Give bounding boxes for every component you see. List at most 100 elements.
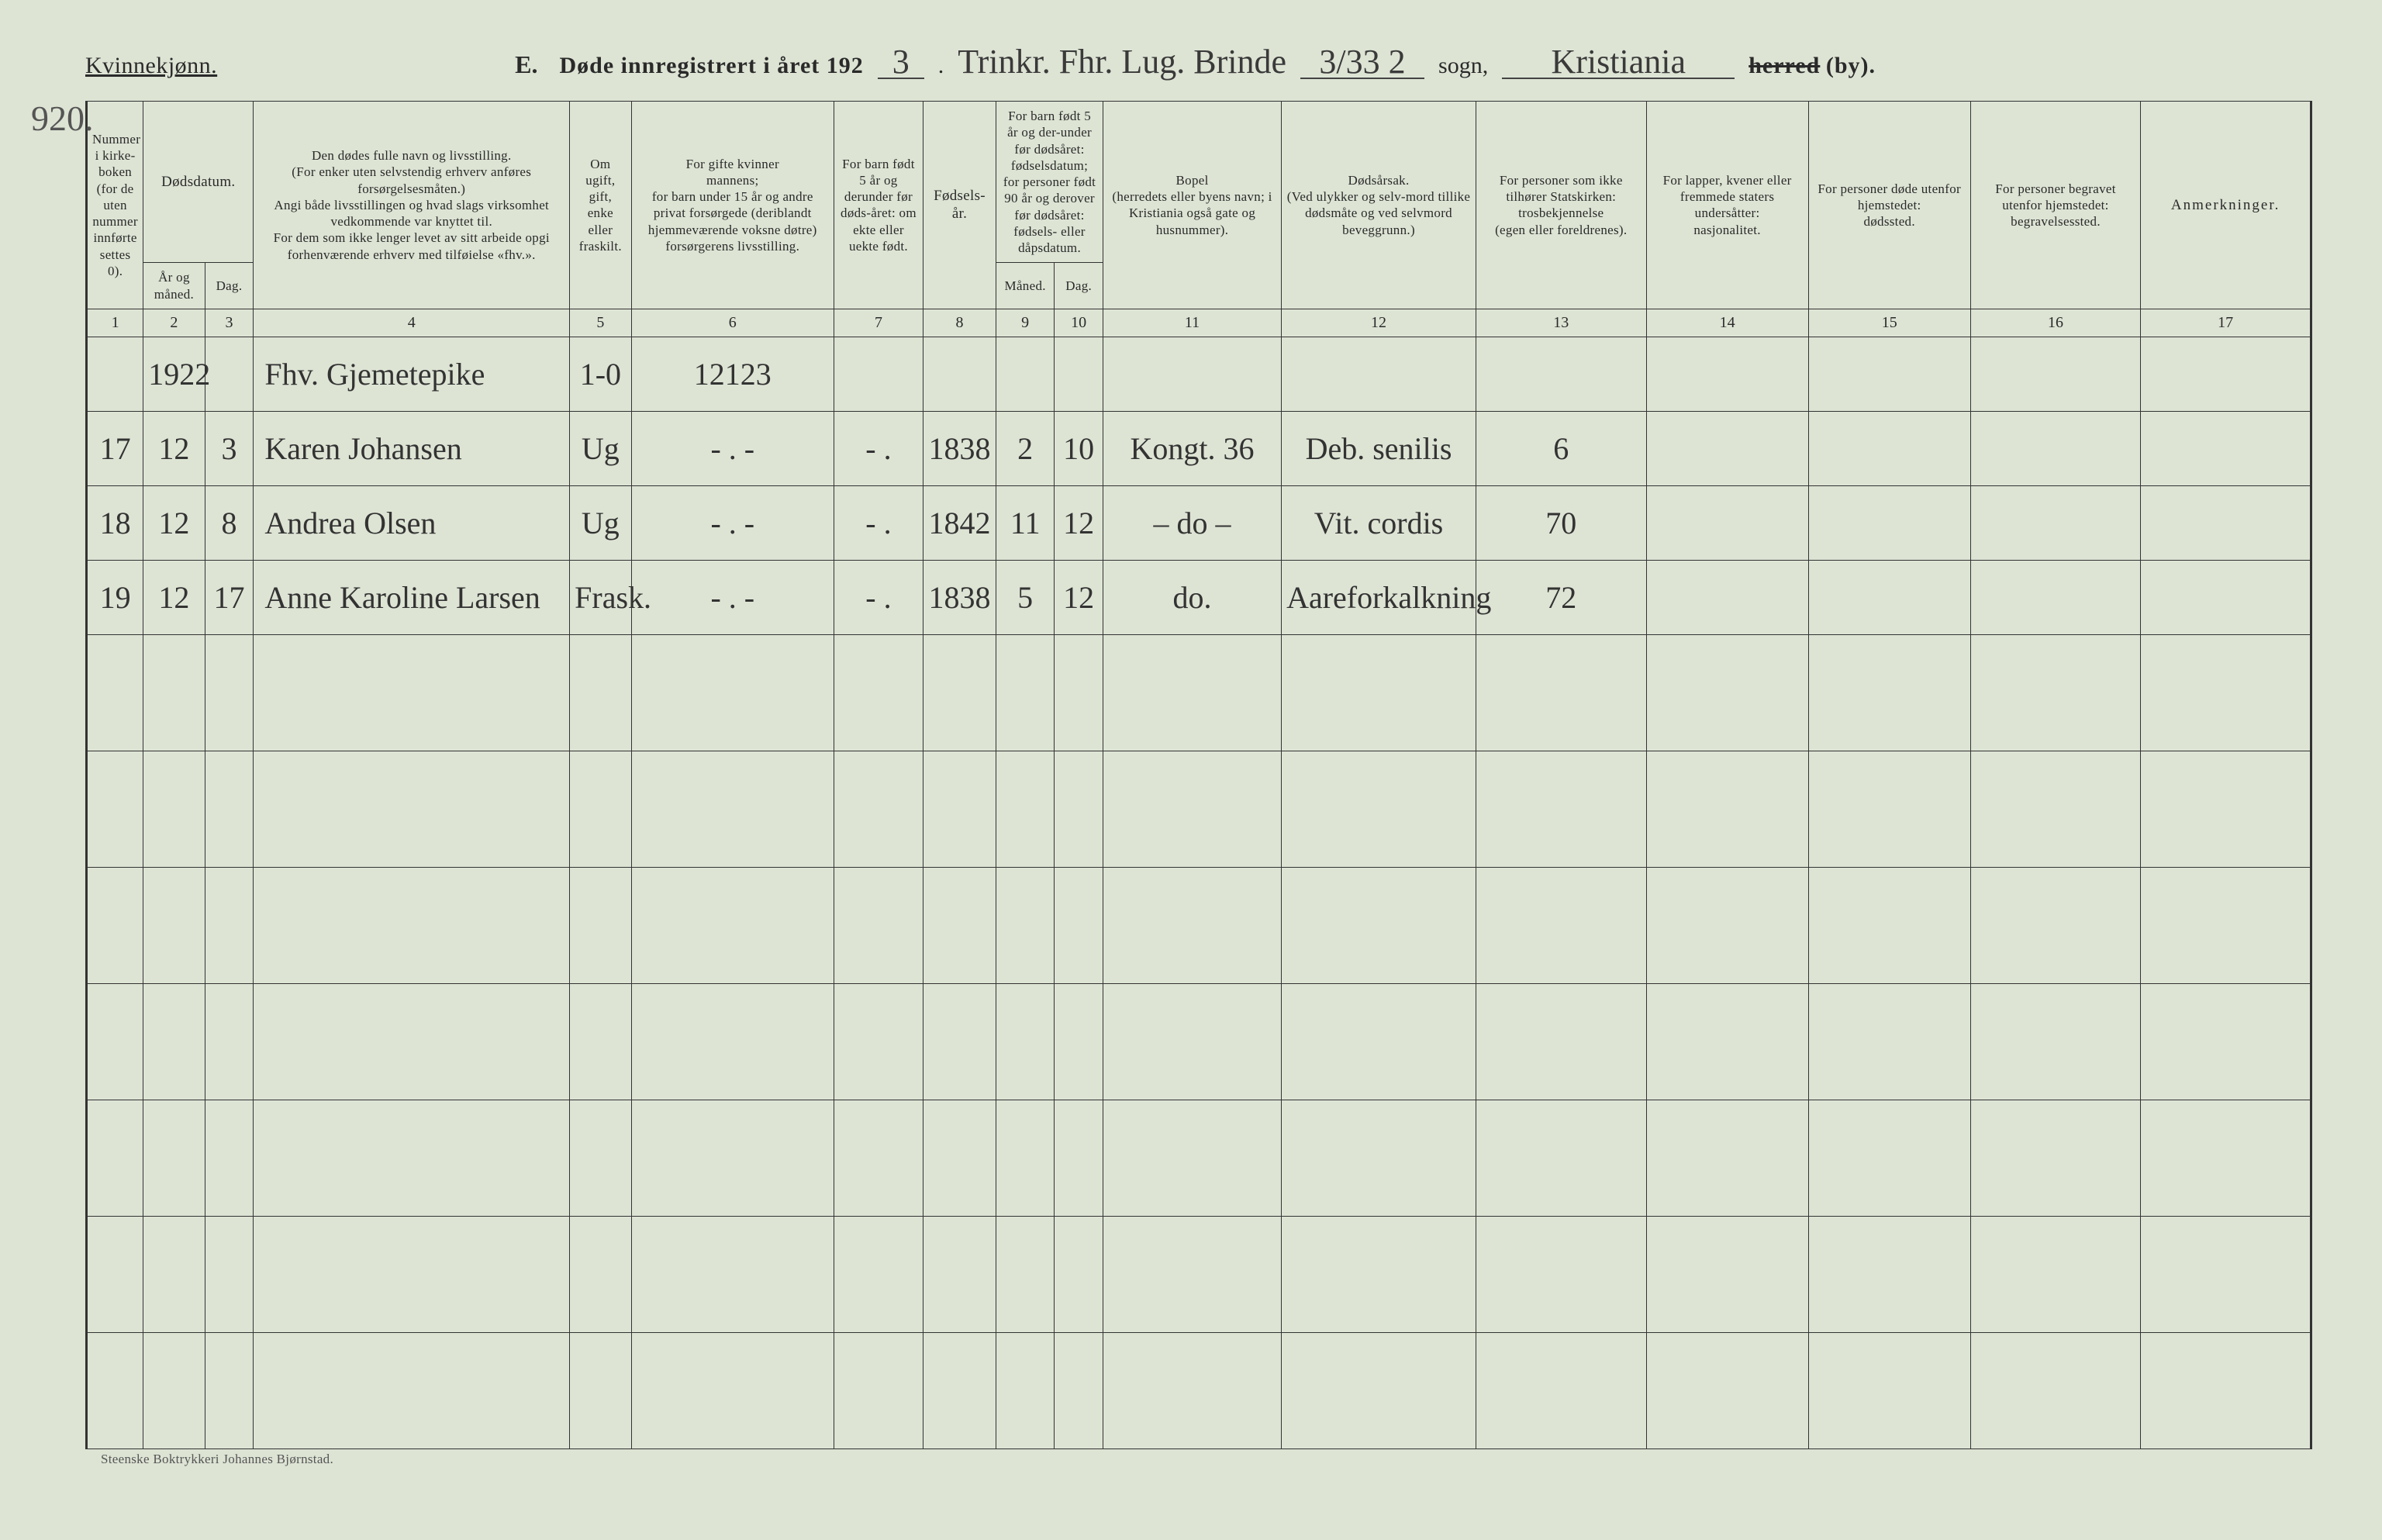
- title-dot: .: [938, 53, 944, 79]
- cell-blank: [254, 1100, 570, 1216]
- column-number: 4: [254, 309, 570, 337]
- cell-blank: [205, 634, 254, 751]
- cell-blank: [254, 1216, 570, 1332]
- cell-blank: [1476, 983, 1646, 1100]
- cell-blank: [923, 1332, 996, 1448]
- cell-day: 8: [205, 485, 254, 560]
- printer-footer: Steenske Boktrykkeri Johannes Bjørnstad.: [101, 1452, 333, 1467]
- cell-ym: 1922: [143, 337, 205, 411]
- cell-blank: [1476, 1100, 1646, 1216]
- cell-status: Ug: [570, 411, 631, 485]
- col-header-16: For personer begravet utenfor hjemstedet…: [1970, 102, 2141, 309]
- cell-blank: [570, 867, 631, 983]
- cell-blank: [631, 1100, 834, 1216]
- cell-blank: [1646, 1216, 1808, 1332]
- cell-c13: [1476, 337, 1646, 411]
- col-header-5: Om ugift, gift, enke eller fraskilt.: [570, 102, 631, 309]
- cell-blank: [923, 751, 996, 867]
- cell-blank: [205, 983, 254, 1100]
- table-header: Nummer i kirke-boken (for de uten nummer…: [87, 102, 2311, 337]
- cell-blank: [996, 1216, 1055, 1332]
- col-header-13: For personer som ikke tilhører Statskirk…: [1476, 102, 1646, 309]
- cell-c17: [2141, 337, 2311, 411]
- blank-field-1: 3/33 2: [1300, 47, 1424, 79]
- table-row-blank: [87, 751, 2311, 867]
- cell-blank: [1055, 867, 1103, 983]
- cell-blank: [834, 751, 923, 867]
- cell-day: 3: [205, 411, 254, 485]
- cell-blank: [834, 634, 923, 751]
- cell-blank: [1808, 983, 1970, 1100]
- cell-status: 1-0: [570, 337, 631, 411]
- cell-blank: [143, 1216, 205, 1332]
- cell-blank: [1970, 1100, 2141, 1216]
- cell-c16: [1970, 485, 2141, 560]
- cell-c6: 12123: [631, 337, 834, 411]
- cell-blank: [87, 1100, 143, 1216]
- cell-blank: [2141, 983, 2311, 1100]
- cell-c17: [2141, 560, 2311, 634]
- cell-blank: [1476, 867, 1646, 983]
- cell-blank: [923, 1100, 996, 1216]
- cell-blank: [1476, 1332, 1646, 1448]
- col-header-4: Den dødes fulle navn og livsstilling. (F…: [254, 102, 570, 309]
- cell-bopel: – do –: [1103, 485, 1282, 560]
- column-number-row: 1234567891011121314151617: [87, 309, 2311, 337]
- table-row: 1922 Fhv. Gjemetepike1-012123: [87, 337, 2311, 411]
- cell-blank: [1282, 983, 1476, 1100]
- cell-blank: [2141, 751, 2311, 867]
- cell-c6: - . -: [631, 560, 834, 634]
- cell-num: 19: [87, 560, 143, 634]
- death-register-table: Nummer i kirke-boken (for de uten nummer…: [85, 101, 2312, 1449]
- herred-by-label: herred (by).: [1749, 53, 1876, 79]
- cell-blank: [254, 867, 570, 983]
- column-number: 14: [1646, 309, 1808, 337]
- cell-c6: - . -: [631, 485, 834, 560]
- table-row-blank: [87, 1332, 2311, 1448]
- cell-c17: [2141, 411, 2311, 485]
- cell-blank: [1282, 634, 1476, 751]
- year-suffix: 3: [878, 47, 924, 79]
- cell-name: Anne Karoline Larsen: [254, 560, 570, 634]
- margin-annotation-920: 920.: [31, 98, 94, 139]
- cell-blank: [1055, 1100, 1103, 1216]
- cell-blank: [254, 751, 570, 867]
- cell-blank: [570, 634, 631, 751]
- cell-blank: [87, 634, 143, 751]
- cell-num: [87, 337, 143, 411]
- column-number: 7: [834, 309, 923, 337]
- cell-bm: 2: [996, 411, 1055, 485]
- cell-blank: [1282, 867, 1476, 983]
- cell-blank: [1103, 983, 1282, 1100]
- cell-blank: [1646, 867, 1808, 983]
- cell-blank: [1646, 634, 1808, 751]
- cell-c16: [1970, 560, 2141, 634]
- cell-blank: [923, 983, 996, 1100]
- column-number: 17: [2141, 309, 2311, 337]
- cell-blank: [1055, 983, 1103, 1100]
- table-row-blank: [87, 1216, 2311, 1332]
- cell-blank: [143, 751, 205, 867]
- cell-blank: [143, 1100, 205, 1216]
- cell-blank: [1282, 1332, 1476, 1448]
- table-row-blank: [87, 983, 2311, 1100]
- column-number: 13: [1476, 309, 1646, 337]
- cell-c15: [1808, 411, 1970, 485]
- cell-by: 1838: [923, 560, 996, 634]
- column-number: 8: [923, 309, 996, 337]
- cell-by: 1838: [923, 411, 996, 485]
- cell-blank: [143, 1332, 205, 1448]
- title-main: Døde innregistrert i året 192: [560, 53, 864, 79]
- cell-blank: [2141, 1100, 2311, 1216]
- cell-num: 17: [87, 411, 143, 485]
- cell-day: 17: [205, 560, 254, 634]
- cell-c7: [834, 337, 923, 411]
- cell-c16: [1970, 337, 2141, 411]
- table-row-blank: [87, 867, 2311, 983]
- cell-blank: [1970, 1216, 2141, 1332]
- cell-name: Andrea Olsen: [254, 485, 570, 560]
- cell-name: Fhv. Gjemetepike: [254, 337, 570, 411]
- cell-c7: - .: [834, 485, 923, 560]
- cell-blank: [1103, 867, 1282, 983]
- cell-blank: [570, 751, 631, 867]
